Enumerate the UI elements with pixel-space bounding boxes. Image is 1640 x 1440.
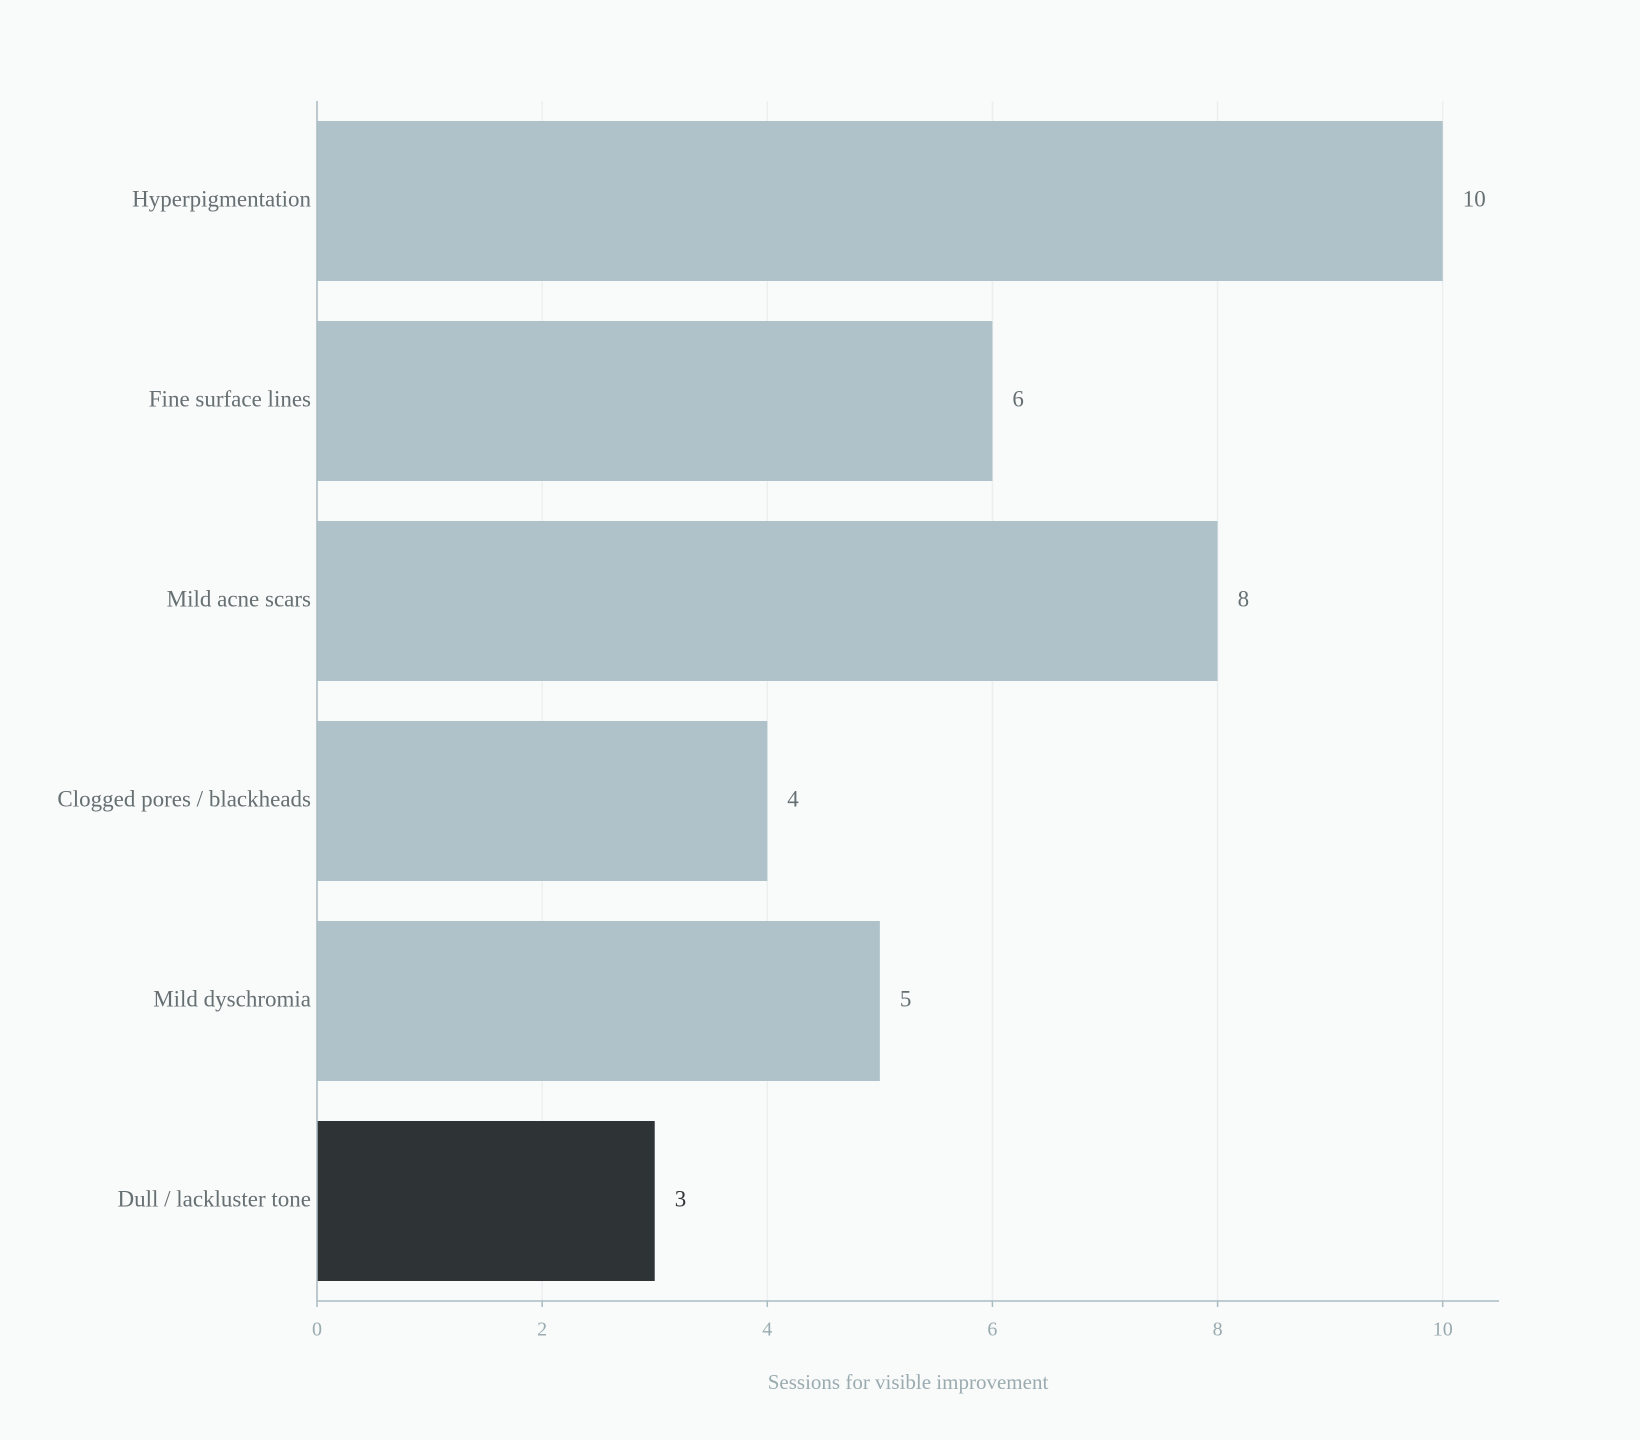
x-axis-title: Sessions for visible improvement [768, 1370, 1049, 1394]
x-tick-label: 2 [537, 1319, 547, 1341]
y-tick-label: Hyperpigmentation [132, 186, 311, 211]
x-tick-label: 4 [762, 1319, 772, 1341]
value-label: 8 [1238, 586, 1250, 611]
x-tick-label: 6 [987, 1319, 997, 1341]
y-tick-label: Fine surface lines [149, 386, 311, 411]
y-tick-label: Clogged pores / blackheads [57, 786, 311, 811]
bar [317, 521, 1218, 681]
bar [317, 921, 880, 1081]
x-tick-label: 8 [1213, 1319, 1223, 1341]
bar [317, 721, 768, 881]
value-label: 10 [1463, 186, 1486, 211]
x-tick-label: 0 [312, 1319, 322, 1341]
y-tick-label: Mild acne scars [167, 586, 311, 611]
value-label: 3 [675, 1186, 687, 1211]
x-tick-label: 10 [1433, 1319, 1453, 1341]
value-label: 6 [1012, 386, 1024, 411]
bar [317, 321, 993, 481]
bar [317, 1121, 655, 1281]
value-label: 4 [787, 786, 799, 811]
y-tick-label: Dull / lackluster tone [117, 1186, 311, 1211]
value-label: 5 [900, 986, 912, 1011]
y-tick-label: Mild dyschromia [153, 986, 311, 1011]
bar [317, 121, 1443, 281]
